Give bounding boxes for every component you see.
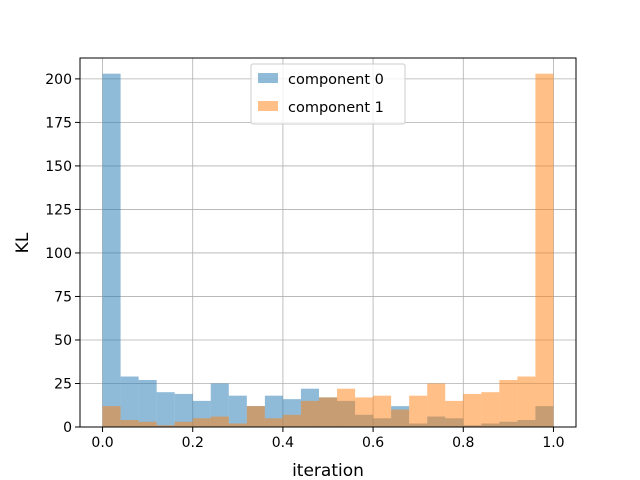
bar-component-0	[174, 393, 193, 427]
x-tick-label: 0.4	[272, 435, 294, 451]
bar-component-1	[246, 406, 265, 427]
bar-component-1	[427, 383, 446, 427]
bar-component-0	[102, 73, 121, 427]
bar-component-1	[337, 388, 356, 427]
bar-component-1	[499, 380, 518, 427]
y-tick-label: 25	[54, 376, 72, 392]
plot-frame	[79, 57, 577, 428]
y-tick-label: 0	[63, 420, 72, 436]
legend-swatch-component-0	[258, 73, 278, 83]
bar-component-1	[264, 418, 283, 427]
bar-component-0	[228, 395, 247, 427]
legend: component 0 component 1	[250, 63, 406, 125]
bar-component-1	[300, 400, 319, 427]
bar-component-1	[156, 425, 175, 427]
bar-component-1	[192, 418, 211, 427]
y-tick-label: 125	[45, 202, 72, 218]
bar-component-1	[138, 421, 157, 427]
bar-component-0	[138, 380, 157, 427]
legend-box	[250, 63, 406, 125]
bar-component-1	[517, 376, 536, 427]
bar-component-1	[391, 409, 410, 427]
bar-component-1	[409, 395, 428, 427]
legend-label-component-0: component 0	[288, 72, 384, 88]
bar-component-1	[282, 414, 301, 427]
histogram-bars	[102, 73, 554, 427]
y-axis-label: KL	[13, 232, 33, 253]
bar-component-0	[120, 376, 139, 427]
y-tick-label: 150	[45, 159, 72, 175]
bar-component-1	[120, 420, 139, 427]
bar-component-1	[228, 423, 247, 427]
x-tick-label: 0.6	[362, 435, 384, 451]
bar-component-1	[481, 392, 500, 427]
bar-component-1	[535, 73, 554, 427]
y-tick-label: 75	[54, 289, 72, 305]
bar-component-1	[210, 416, 229, 427]
y-tick-label: 175	[45, 115, 72, 131]
x-tick-label: 0.2	[182, 435, 204, 451]
bar-component-1	[174, 421, 193, 427]
bar-component-0	[156, 392, 175, 427]
legend-label-component-1: component 1	[288, 100, 384, 116]
bar-component-1	[102, 406, 121, 427]
x-axis-ticks: 0.0 0.2 0.4 0.6 0.8 1.0	[91, 427, 565, 451]
x-tick-label: 1.0	[542, 435, 564, 451]
bar-component-1	[318, 397, 338, 427]
y-axis-ticks: 0 25 50 75 100 125 150 175 200	[45, 72, 80, 436]
bar-component-1	[463, 393, 482, 427]
y-tick-label: 50	[54, 333, 72, 349]
bar-component-1	[445, 400, 464, 427]
bar-component-1	[373, 395, 392, 427]
x-tick-label: 0.8	[452, 435, 474, 451]
bar-component-0	[210, 383, 229, 427]
x-tick-label: 0.0	[91, 435, 113, 451]
bar-component-1	[355, 397, 374, 427]
y-tick-label: 100	[45, 246, 72, 262]
y-tick-label: 200	[45, 72, 72, 88]
x-axis-label: iteration	[292, 461, 364, 480]
legend-swatch-component-1	[258, 101, 278, 111]
